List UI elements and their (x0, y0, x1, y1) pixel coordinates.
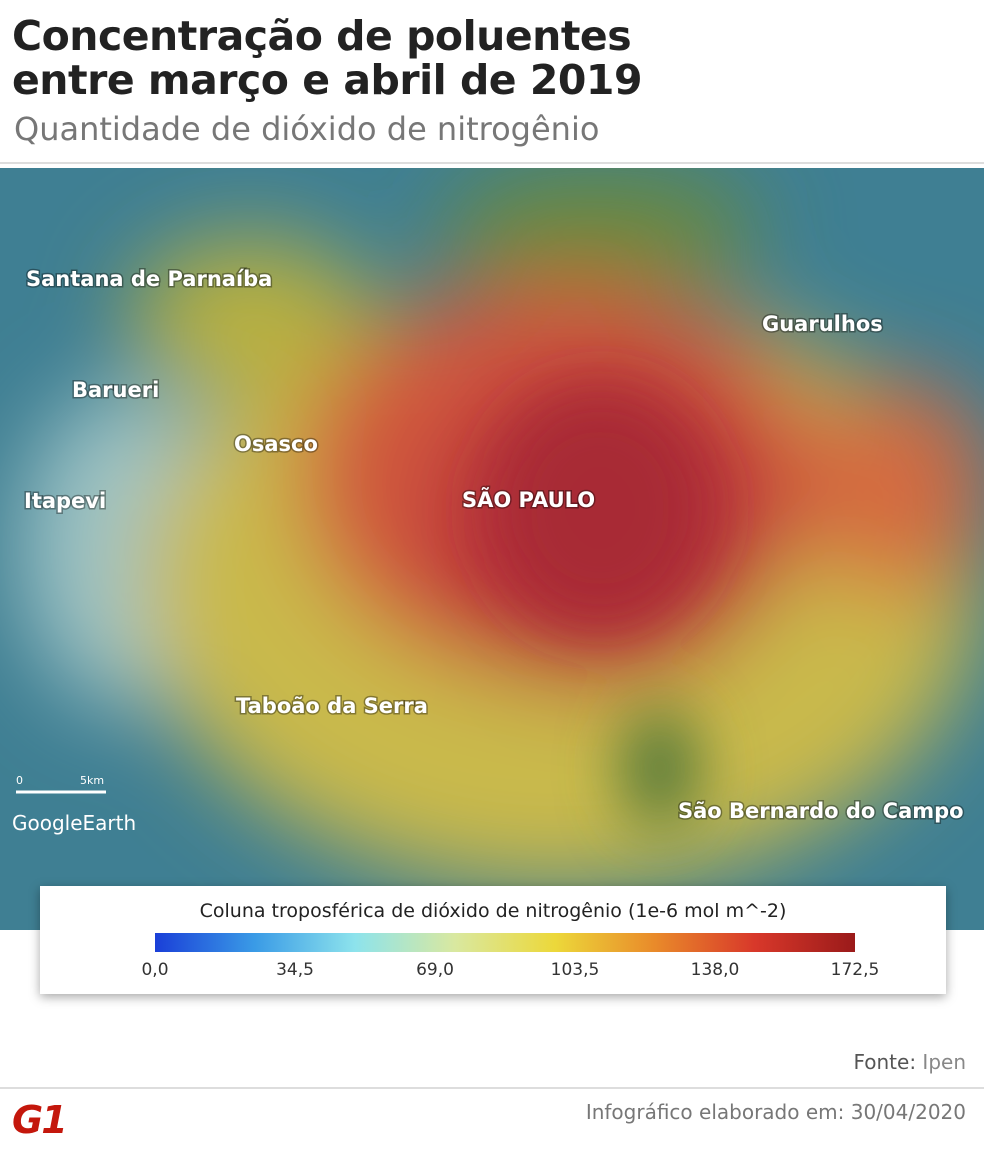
divider (0, 1087, 984, 1089)
city-label: Barueri (72, 378, 159, 402)
legend-tick: 34,5 (276, 960, 314, 980)
color-bar (155, 933, 855, 952)
legend-tick: 172,5 (830, 960, 880, 980)
city-label: Itapevi (24, 489, 106, 513)
map: Santana de Parnaíba Guarulhos Barueri Osasc… (0, 168, 984, 930)
legend-title: Coluna troposférica de dióxido de nitrog… (199, 900, 787, 922)
legend: Coluna troposférica de dióxido de nitrog… (40, 886, 946, 994)
legend-tick: 0,0 (141, 960, 169, 980)
credit: Infográfico elaborado em: 30/04/2020 (585, 1100, 966, 1124)
scale-end: 5km (80, 774, 104, 787)
city-labels: Santana de Parnaíba Guarulhos Barueri Osasc… (23, 266, 966, 825)
scale-start: 0 (16, 774, 23, 787)
source-label: Fonte: (853, 1050, 917, 1074)
logo: G1 (12, 1098, 68, 1142)
legend-tick: 103,5 (550, 960, 600, 980)
source-name: Ipen (922, 1050, 966, 1074)
subtitle: Quantidade de dióxido de nitrogênio (14, 110, 600, 148)
title-line: Concentração de poluentes (12, 12, 632, 60)
city-label: São Bernardo do Campo (678, 799, 964, 823)
attribution: GoogleEarth (12, 811, 136, 835)
divider (0, 162, 984, 164)
city-label: Osasco (234, 432, 318, 456)
legend-tick: 69,0 (416, 960, 454, 980)
city-label: SÃO PAULO (462, 487, 595, 512)
city-label: Guarulhos (762, 312, 883, 336)
city-label: Santana de Parnaíba (26, 267, 272, 291)
city-label: Taboão da Serra (236, 694, 428, 718)
legend-tick: 138,0 (690, 960, 740, 980)
title-line: entre março e abril de 2019 (12, 56, 643, 104)
source: Fonte: Ipen (853, 1050, 966, 1074)
